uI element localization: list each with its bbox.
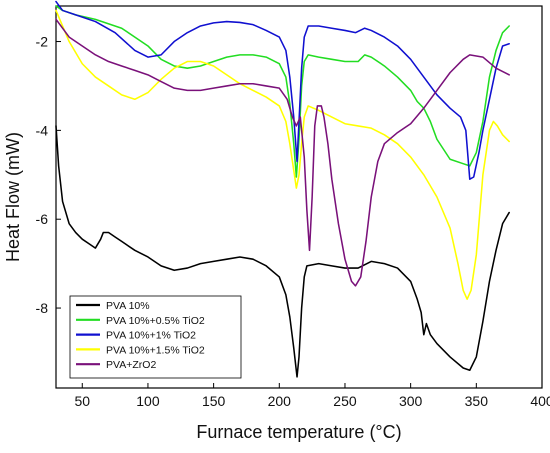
- legend: PVA 10% PVA 10%+0.5% TiO2 PVA 10%+1% TiO2 P…: [69, 295, 242, 379]
- x-tick-label: 250: [333, 393, 357, 409]
- legend-label-2: PVA 10%+1% TiO2: [106, 330, 196, 342]
- legend-label-3: PVA 10%+1.5% TiO2: [106, 344, 205, 356]
- x-tick-label: 100: [136, 393, 160, 409]
- series-layer: [55, 0, 510, 378]
- x-tick-label: 200: [268, 393, 292, 409]
- y-tick-label: -2: [36, 34, 49, 50]
- legend-label-4: PVA+ZrO2: [106, 359, 156, 371]
- series-line-1: [55, 5, 510, 178]
- plot-frame: [55, 5, 543, 389]
- legend-items: PVA 10% PVA 10%+0.5% TiO2 PVA 10%+1% TiO2 P…: [76, 300, 205, 371]
- axis-layer: 50 100 150 200 250 300 350 400 -2 -4 -6 -8: [36, 34, 550, 409]
- legend-label-0: PVA 10%: [106, 300, 150, 312]
- y-tick-label: -6: [36, 211, 49, 227]
- x-tick-label: 400: [530, 393, 550, 409]
- x-tick-label: 350: [465, 393, 489, 409]
- legend-label-1: PVA 10%+0.5% TiO2: [106, 315, 205, 327]
- series-line-4: [55, 18, 510, 287]
- x-axis-title: Furnace temperature (°C): [196, 422, 401, 442]
- x-tick-label: 150: [202, 393, 226, 409]
- series-line-2: [55, 0, 510, 181]
- y-tick-label: -8: [36, 300, 49, 316]
- series-line-0: [55, 125, 510, 378]
- y-axis-title: Heat Flow (mW): [3, 132, 23, 262]
- x-tick-label: 300: [399, 393, 423, 409]
- y-tick-label: -4: [36, 122, 49, 138]
- x-tick-label: 50: [74, 393, 90, 409]
- series-line-3: [55, 9, 510, 300]
